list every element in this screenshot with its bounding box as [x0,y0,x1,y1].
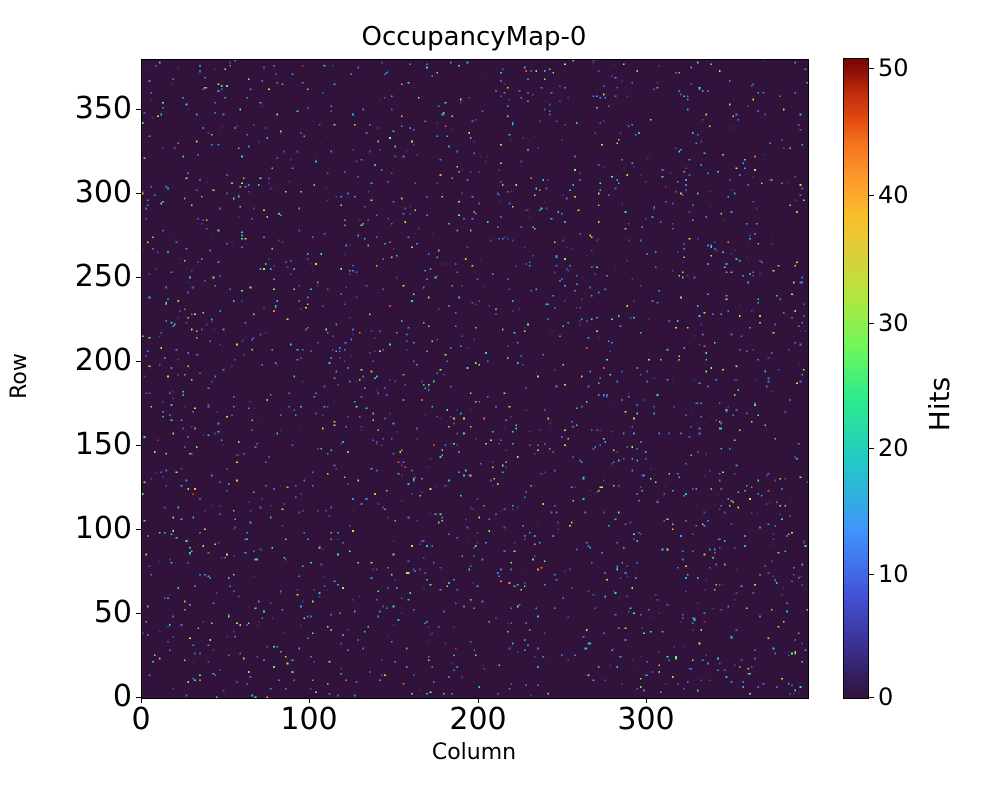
y-tick-mark-0 [136,697,141,698]
y-tick-mark-150 [136,445,141,446]
colorbar-tick-label-10: 10 [878,560,909,588]
colorbar-tick-mark-50 [869,68,874,69]
y-axis-label: Row [7,353,32,399]
heatmap-axes [141,59,809,699]
colorbar-tick-mark-20 [869,448,874,449]
colorbar-tick-label-20: 20 [878,434,909,462]
colorbar-tick-label-30: 30 [878,309,909,337]
x-tick-mark-200 [478,698,479,703]
x-tick-mark-0 [141,698,142,703]
x-tick-mark-300 [646,698,647,703]
x-tick-label-200: 200 [449,702,507,737]
y-tick-label-0: 0 [112,679,132,714]
y-tick-mark-250 [136,277,141,278]
colorbar-tick-label-0: 0 [878,683,894,711]
y-tick-mark-350 [136,109,141,110]
y-tick-mark-50 [136,613,141,614]
colorbar-tick-mark-10 [869,574,874,575]
x-tick-label-0: 0 [131,702,151,737]
y-tick-label-300: 300 [74,175,132,210]
y-tick-label-250: 250 [74,259,132,294]
y-tick-label-350: 350 [74,91,132,126]
y-tick-mark-300 [136,193,141,194]
colorbar-label: Hits [923,376,956,432]
colorbar-tick-mark-40 [869,195,874,196]
y-tick-mark-100 [136,529,141,530]
colorbar-tick-label-40: 40 [878,181,909,209]
colorbar-gradient [843,58,869,699]
y-tick-label-150: 150 [74,427,132,462]
y-tick-label-50: 50 [93,595,132,630]
y-tick-label-200: 200 [74,343,132,378]
y-tick-label-100: 100 [74,511,132,546]
colorbar-tick-mark-30 [869,323,874,324]
x-tick-label-300: 300 [617,702,675,737]
x-tick-label-100: 100 [280,702,338,737]
occupancy-heatmap-image [142,60,808,698]
page-title: OccupancyMap-0 [361,22,587,52]
colorbar-tick-label-50: 50 [878,54,909,82]
x-tick-mark-100 [309,698,310,703]
x-axis-label: Column [431,740,517,765]
colorbar-tick-mark-0 [869,697,874,698]
y-tick-mark-200 [136,361,141,362]
